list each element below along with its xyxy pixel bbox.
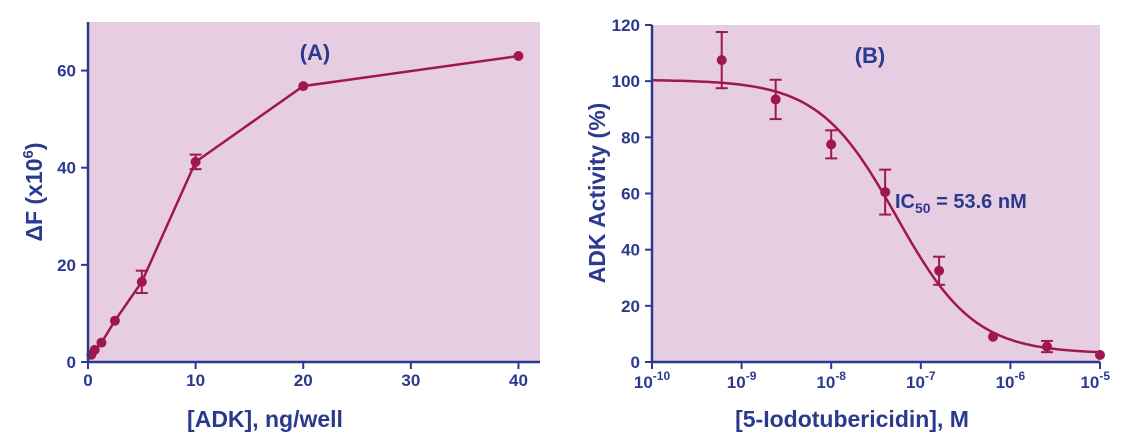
panel-b-y-tick-label-1: 20 [621, 297, 640, 316]
panel-b-label: (B) [855, 43, 886, 68]
panel-b-x-tick-label-0: 10-10 [634, 369, 671, 392]
panel-b-x-tick-label-5: 10-5 [1080, 369, 1110, 392]
panel-b-y-tick-label-4: 80 [621, 128, 640, 147]
panel-b-y-tick-label-2: 40 [621, 241, 640, 260]
panel-a-data-point-5 [190, 156, 201, 167]
panel-a-y-title-close: ) [21, 142, 47, 150]
panel-a-y-tick-label-3: 60 [57, 62, 76, 81]
panel-b-data-point-4 [934, 265, 945, 276]
panel-a-data-point-6 [298, 81, 309, 92]
panel-b-annotation-rest: = 53.6 nM [931, 191, 1027, 213]
panel-b-x-tick-base-4: 10 [996, 373, 1015, 392]
panel-b-annotation-sub: 50 [915, 200, 931, 216]
panel-b-plot-background [652, 25, 1100, 362]
panel-b-annotation: IC50 = 53.6 nM [895, 191, 1027, 216]
panel-b-data-point-5 [988, 331, 999, 342]
panel-b-x-tick-base-5: 10 [1080, 373, 1099, 392]
panel-b-data-point-0 [716, 55, 727, 66]
panel-b-data-point-3 [880, 187, 891, 198]
panel-b-x-tick-exp-2: -8 [835, 369, 846, 383]
panel-b-x-tick-base-3: 10 [906, 373, 925, 392]
panel-a-plot-background [88, 22, 540, 362]
panel-a-x-tick-label-0: 0 [83, 371, 92, 390]
panel-b-x-axis-title: [5-Iodotubericidin], M [735, 406, 969, 432]
panel-b-x-tick-label-3: 10-7 [906, 369, 936, 392]
panel-a-data-point-2 [96, 337, 107, 348]
panel-a-y-title-main: ΔF (x10 [21, 159, 47, 242]
panel-b-x-tick-base-2: 10 [816, 373, 835, 392]
panel-a-y-tick-label-1: 20 [57, 256, 76, 275]
panel-a-data-point-4 [136, 276, 147, 287]
panel-a-label: (A) [300, 40, 331, 65]
panel-a-data-point-7 [513, 51, 524, 61]
panel-b-data-point-6 [1041, 341, 1052, 352]
panel-b-x-tick-base-0: 10 [634, 373, 653, 392]
panel-a-data-point-1 [89, 344, 100, 355]
panel-a: 0 10 20 30 40 0 20 40 60 (A) [ADK], ng/well ΔF (… [20, 22, 540, 432]
panel-b-data-point-7 [1095, 349, 1105, 360]
panel-a-y-axis-title: ΔF (x106) [20, 142, 47, 241]
panel-b-annotation-main: IC [895, 191, 915, 213]
panel-b-x-tick-base-1: 10 [727, 373, 746, 392]
panel-a-x-tick-label-3: 30 [401, 371, 420, 390]
panel-b-x-tick-exp-1: -9 [746, 369, 757, 383]
panel-a-y-title-sup: 6 [20, 150, 37, 158]
panel-a-data-point-3 [109, 315, 120, 326]
panel-b-marks [652, 31, 1105, 360]
panel-b-data-point-1 [770, 94, 781, 105]
panel-a-x-tick-label-1: 10 [186, 371, 205, 390]
panel-a-y-tick-label-2: 40 [57, 159, 76, 178]
panel-b-x-tick-exp-3: -7 [925, 369, 936, 383]
panel-b-x-tick-label-4: 10-6 [996, 369, 1026, 392]
panel-b-data-point-2 [826, 139, 837, 150]
panel-a-y-tick-label-0: 0 [67, 353, 76, 372]
panel-b-x-tick-exp-4: -6 [1015, 369, 1026, 383]
panel-b-x-tick-exp-5: -5 [1099, 369, 1110, 383]
panel-b-fit-curve [652, 79, 1101, 354]
panel-a-ticks: 0 10 20 30 40 0 20 40 60 [57, 62, 528, 390]
panel-a-x-axis-title: [ADK], ng/well [187, 406, 343, 432]
panel-a-x-tick-label-2: 20 [294, 371, 313, 390]
panel-b-y-axis-title: ADK Activity (%) [584, 103, 610, 284]
panel-a-marks [86, 51, 524, 360]
panel-b-x-tick-label-2: 10-8 [816, 369, 846, 392]
panel-b-x-tick-label-1: 10-9 [727, 369, 757, 392]
panel-b-y-tick-label-0: 0 [631, 353, 640, 372]
panel-b-y-tick-label-5: 100 [612, 72, 640, 91]
panel-a-x-tick-label-4: 40 [509, 371, 528, 390]
panel-b: 10-10 10-9 10-8 10-7 10-6 10-5020406080100120… [584, 16, 1110, 432]
panel-b-x-tick-exp-0: -10 [653, 369, 671, 383]
panel-b-y-tick-label-6: 120 [612, 16, 640, 35]
panel-b-y-tick-label-3: 60 [621, 185, 640, 204]
